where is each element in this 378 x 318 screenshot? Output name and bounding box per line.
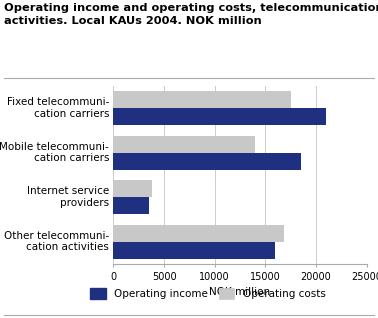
Bar: [113, 225, 284, 242]
Bar: [113, 180, 152, 197]
Bar: [113, 108, 326, 125]
Bar: [113, 242, 276, 259]
Legend: Operating income, Operating costs: Operating income, Operating costs: [86, 284, 330, 303]
X-axis label: NOK million: NOK million: [209, 287, 271, 297]
Bar: [113, 136, 255, 153]
Text: Operating income and operating costs, telecommunication
activities. Local KAUs 2: Operating income and operating costs, te…: [4, 3, 378, 25]
Bar: [113, 197, 149, 214]
Bar: [113, 91, 291, 108]
Bar: [113, 153, 301, 169]
